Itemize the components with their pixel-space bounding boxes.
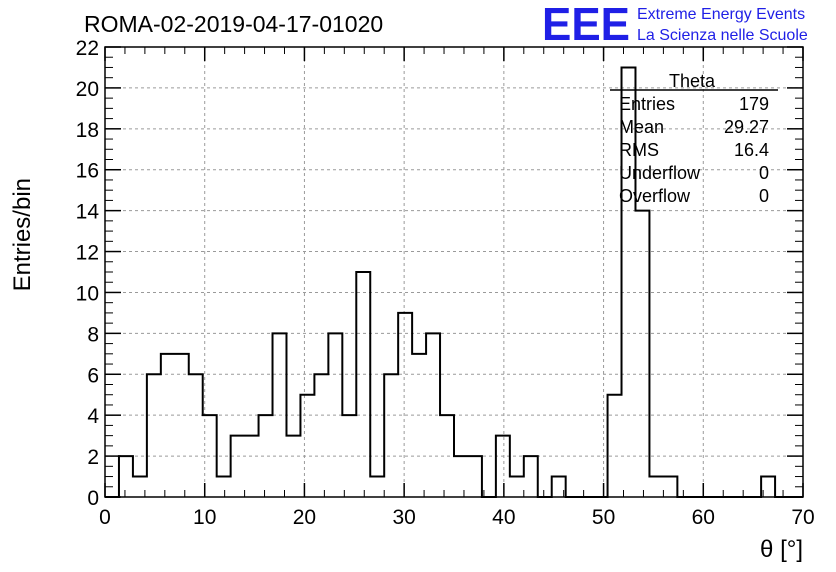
- x-tick-label: 40: [492, 506, 515, 529]
- histogram-bin: [649, 477, 663, 497]
- histogram-bin: [217, 477, 231, 497]
- logo-line-2: La Scienza nelle Scuole: [637, 27, 808, 44]
- histogram-bin: [189, 374, 203, 497]
- x-tick-label: 10: [193, 506, 216, 529]
- histogram-bin: [454, 456, 468, 497]
- histogram-bin: [426, 333, 440, 497]
- x-tick-label: 70: [791, 506, 814, 529]
- y-axis-label: Entries/bin: [9, 178, 36, 291]
- stats-row-label: Mean: [619, 117, 664, 137]
- histogram-bin: [663, 477, 677, 497]
- y-tick-label: 0: [87, 487, 99, 510]
- stats-row-label: Underflow: [619, 163, 701, 183]
- histogram-bin: [468, 456, 482, 497]
- stats-row-value: 179: [739, 94, 769, 114]
- stats-row-value: 0: [759, 163, 769, 183]
- histogram-bin: [342, 415, 356, 497]
- histogram-bin: [440, 415, 454, 497]
- y-tick-label: 4: [87, 405, 99, 428]
- chart-title: ROMA-02-2019-04-17-01020: [84, 11, 383, 37]
- histogram-bin: [635, 211, 649, 497]
- stats-row-label: RMS: [619, 140, 659, 160]
- y-tick-label: 18: [76, 119, 99, 142]
- x-tick-label: 30: [392, 506, 415, 529]
- stats-row-value: 0: [759, 186, 769, 206]
- stats-row-value: 16.4: [734, 140, 769, 160]
- histogram-bin: [398, 313, 412, 497]
- histogram-bin: [496, 436, 510, 497]
- axis-ticks: [104, 46, 804, 498]
- stats-row-label: Overflow: [619, 186, 691, 206]
- histogram-bin: [510, 477, 524, 497]
- stats-box-title: Theta: [669, 71, 716, 91]
- logo-line-1: Extreme Energy Events: [637, 6, 805, 23]
- x-tick-label: 60: [692, 506, 715, 529]
- y-tick-labels: 0 2 4 6 8 10 12 14 16 18 20 22: [76, 37, 100, 510]
- x-tick-label: 50: [592, 506, 615, 529]
- x-tick-label: 0: [99, 506, 111, 529]
- histogram-bin: [245, 436, 259, 497]
- eee-logo: EEE Extreme Energy Events La Scienza nel…: [542, 0, 808, 50]
- histogram-bin: [259, 415, 273, 497]
- histogram-bin: [384, 374, 398, 497]
- histogram-bin: [314, 374, 328, 497]
- stats-row-label: Entries: [619, 94, 675, 114]
- histogram-bin: [356, 272, 370, 497]
- x-axis-label: θ [°]: [760, 536, 803, 563]
- histogram-bin: [119, 456, 133, 497]
- y-tick-label: 20: [76, 78, 99, 101]
- histogram-bin: [273, 333, 287, 497]
- histogram-bin: [412, 354, 426, 497]
- stats-box: Theta Entries 179 Mean 29.27 RMS 16.4 Underflo…: [610, 71, 778, 206]
- histogram-bin: [552, 477, 566, 497]
- histogram-bin: [161, 354, 175, 497]
- histogram-bin: [175, 354, 189, 497]
- y-tick-label: 12: [76, 242, 99, 265]
- histogram-bin: [133, 477, 147, 497]
- y-tick-label: 2: [87, 446, 99, 469]
- histogram-bin: [608, 395, 622, 497]
- histogram-bin: [761, 477, 775, 497]
- histogram-outline: [105, 66, 803, 498]
- histogram-bin: [147, 374, 161, 497]
- y-tick-label: 16: [76, 160, 99, 183]
- histogram-bin: [300, 395, 314, 497]
- x-tick-labels: 0 10 20 30 40 50 60 70: [99, 506, 815, 529]
- histogram-bin: [524, 456, 538, 497]
- stats-rows: Entries 179 Mean 29.27 RMS 16.4 Underflow 0 Over…: [619, 94, 769, 206]
- y-tick-label: 14: [76, 201, 100, 224]
- plot-frame: [104, 46, 804, 498]
- y-tick-label: 8: [87, 323, 99, 346]
- x-tick-label: 20: [293, 506, 316, 529]
- y-tick-label: 22: [76, 37, 99, 60]
- histogram-bin: [328, 333, 342, 497]
- y-tick-label: 6: [87, 364, 99, 387]
- stats-row-value: 29.27: [724, 117, 769, 137]
- grid: [105, 47, 803, 497]
- histogram-bin: [286, 436, 300, 497]
- histogram-bin: [231, 436, 245, 497]
- histogram-bin: [370, 477, 384, 497]
- y-tick-label: 10: [76, 282, 99, 305]
- logo-eee-text: EEE: [542, 0, 630, 50]
- histogram-bin: [203, 415, 217, 497]
